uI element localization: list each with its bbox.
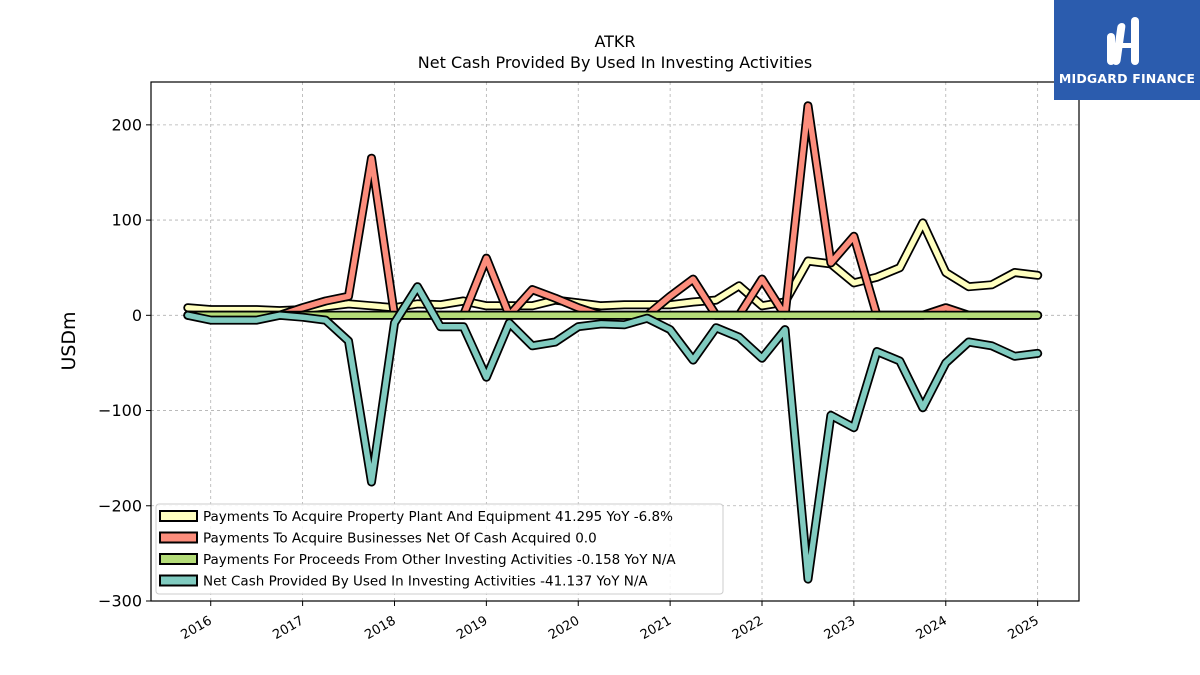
series-outline-2 (183, 101, 1043, 320)
plot-area-frame (150, 81, 1080, 602)
x-tick-label: 2016 (179, 613, 215, 643)
x-tick-label: 2020 (546, 613, 582, 643)
x-tick-label: 2018 (362, 613, 398, 643)
logo-text: MIDGARD FINANCE (1058, 70, 1196, 86)
chart-title: ATKR (594, 32, 635, 51)
legend-label-4: Net Cash Provided By Used In Investing A… (203, 574, 648, 590)
legend-swatch-3 (159, 553, 198, 565)
legend: Payments To Acquire Property Plant And E… (155, 503, 724, 595)
series-line-4 (185, 283, 1041, 582)
y-tick-label: 100 (111, 211, 142, 230)
legend-label-2: Payments To Acquire Businesses Net Of Ca… (203, 531, 597, 547)
legend-box (155, 503, 724, 595)
logo-mark-icon (1107, 16, 1139, 65)
legend-swatch-2 (159, 531, 198, 544)
series-line-1 (185, 220, 1041, 314)
x-tick-label: 2022 (730, 613, 766, 643)
legend-swatch-1 (159, 510, 198, 522)
x-tick-label: 2021 (638, 613, 674, 643)
y-tick-label: 0 (132, 306, 142, 325)
y-axis-label: USDm (58, 311, 80, 370)
x-tick-label: 2023 (822, 613, 858, 643)
x-tick-label: 2025 (1005, 613, 1041, 643)
legend-label-1: Payments To Acquire Property Plant And E… (203, 509, 673, 525)
y-tick-label: 200 (111, 115, 142, 134)
x-tick-label: 2017 (270, 613, 306, 643)
legend-label-3: Payments For Proceeds From Other Investi… (203, 552, 676, 568)
y-tick-label: −200 (98, 496, 142, 515)
series-line-2 (185, 103, 1041, 319)
y-tick-label: −100 (98, 401, 142, 420)
series-layer (183, 101, 1043, 584)
brand-logo: MIDGARD FINANCE (1054, 0, 1200, 100)
x-tick-label: 2019 (454, 613, 490, 643)
series-outline-1 (183, 218, 1043, 316)
y-tick-label: −300 (98, 592, 142, 611)
x-tick-label: 2024 (914, 613, 950, 643)
chart-subtitle: Net Cash Provided By Used In Investing A… (418, 53, 812, 72)
legend-swatch-4 (159, 574, 198, 587)
